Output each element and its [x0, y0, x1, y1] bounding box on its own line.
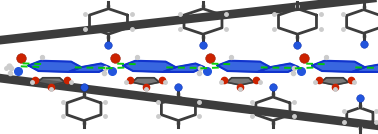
Polygon shape — [352, 64, 378, 72]
Polygon shape — [123, 61, 176, 72]
Polygon shape — [132, 78, 160, 85]
Polygon shape — [68, 64, 110, 72]
Polygon shape — [217, 61, 270, 72]
Polygon shape — [312, 61, 365, 72]
Polygon shape — [226, 78, 254, 85]
Polygon shape — [163, 64, 204, 72]
Polygon shape — [321, 78, 349, 85]
Polygon shape — [257, 64, 299, 72]
Polygon shape — [28, 61, 81, 72]
Polygon shape — [37, 78, 65, 85]
